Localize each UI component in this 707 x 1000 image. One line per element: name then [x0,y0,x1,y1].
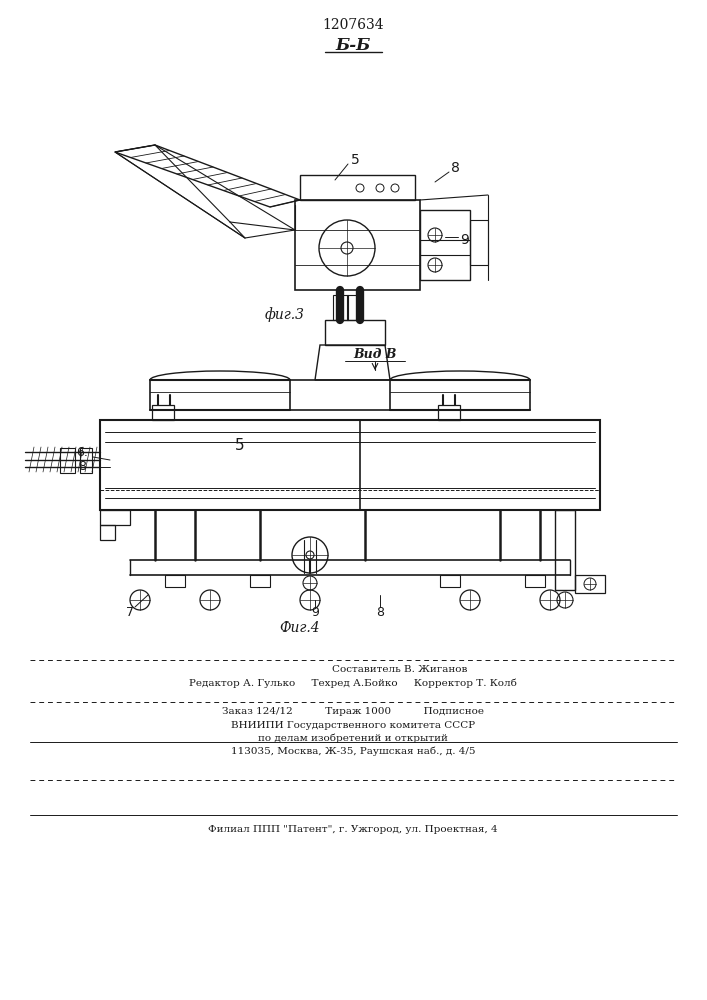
Text: Фиг.4: Фиг.4 [280,621,320,635]
Bar [165,575,185,587]
Bar [333,295,348,320]
Text: 8: 8 [78,460,86,474]
Bar [347,295,362,320]
Bar [555,510,575,590]
Text: 1207634: 1207634 [322,18,384,32]
Text: 8: 8 [376,605,384,618]
Bar [470,220,488,265]
Bar [300,175,415,200]
Bar [60,448,75,473]
Text: 5: 5 [351,153,359,167]
Text: 6.: 6. [76,446,88,460]
Bar [100,525,115,540]
Bar [325,320,385,345]
Text: Б-Б: Б-Б [335,36,370,53]
Text: ВНИИПИ Государственного комитета СССР: ВНИИПИ Государственного комитета СССР [231,720,475,730]
Text: 5: 5 [235,438,245,452]
Text: Заказ 124/12          Тираж 1000          Подписное: Заказ 124/12 Тираж 1000 Подписное [222,708,484,716]
Bar [438,405,460,420]
Bar [575,575,605,593]
Bar [250,575,270,587]
Text: Редактор А. Гулько     Техред А.Бойко     Корректор Т. Колб: Редактор А. Гулько Техред А.Бойко Коррек… [189,678,517,688]
Text: 9: 9 [460,233,469,247]
Bar [440,575,460,587]
Bar [295,200,420,290]
Text: Филиал ППП "Патент", г. Ужгород, ул. Проектная, 4: Филиал ППП "Патент", г. Ужгород, ул. Про… [208,824,498,834]
Bar [152,405,174,420]
Text: 7: 7 [126,605,134,618]
Bar [100,420,600,510]
Text: по делам изобретений и открытий: по делам изобретений и открытий [258,733,448,743]
Text: 8: 8 [450,161,460,175]
Text: Вид В: Вид В [354,349,397,361]
Bar [100,510,130,525]
Bar [420,210,470,280]
Text: фиг.3: фиг.3 [265,308,305,322]
Bar [80,448,92,473]
Text: 9: 9 [311,605,319,618]
Text: Составитель В. Жиганов: Составитель В. Жиганов [332,666,468,674]
Bar [525,575,545,587]
Text: 113035, Москва, Ж-35, Раушская наб., д. 4/5: 113035, Москва, Ж-35, Раушская наб., д. … [230,746,475,756]
